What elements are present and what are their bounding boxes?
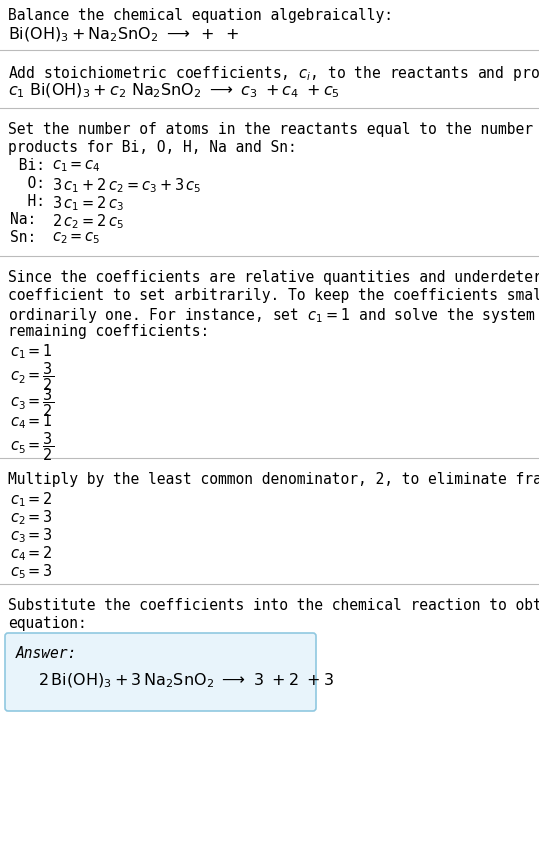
Text: $c_2 = c_5$: $c_2 = c_5$ (52, 230, 101, 246)
Text: $c_2 = \dfrac{3}{2}$: $c_2 = \dfrac{3}{2}$ (10, 360, 54, 393)
Text: $c_2 = 3$: $c_2 = 3$ (10, 508, 53, 527)
Text: $3\,c_1 = 2\,c_3$: $3\,c_1 = 2\,c_3$ (52, 194, 124, 212)
Text: Bi:: Bi: (10, 158, 45, 173)
Text: $c_1 = 2$: $c_1 = 2$ (10, 490, 53, 508)
Text: Set the number of atoms in the reactants equal to the number of atoms in the: Set the number of atoms in the reactants… (8, 122, 539, 137)
Text: remaining coefficients:: remaining coefficients: (8, 324, 209, 339)
Text: $2\,c_2 = 2\,c_5$: $2\,c_2 = 2\,c_5$ (52, 212, 124, 230)
Text: $3\,c_1 + 2\,c_2 = c_3 + 3\,c_5$: $3\,c_1 + 2\,c_2 = c_3 + 3\,c_5$ (52, 176, 202, 195)
Text: Substitute the coefficients into the chemical reaction to obtain the balanced: Substitute the coefficients into the che… (8, 598, 539, 613)
Text: equation:: equation: (8, 616, 87, 631)
Text: Multiply by the least common denominator, 2, to eliminate fractional coefficient: Multiply by the least common denominator… (8, 472, 539, 487)
Text: Balance the chemical equation algebraically:: Balance the chemical equation algebraica… (8, 8, 393, 23)
Text: Add stoichiometric coefficients, $c_i$, to the reactants and products:: Add stoichiometric coefficients, $c_i$, … (8, 64, 539, 83)
Text: $2\,\mathrm{Bi(OH)_3} + 3\,\mathrm{Na_2SnO_2} \ \longrightarrow \ 3 \ +2 \ +3$: $2\,\mathrm{Bi(OH)_3} + 3\,\mathrm{Na_2S… (38, 672, 334, 690)
Text: $\mathrm{Bi(OH)_3 + Na_2SnO_2 \ \longrightarrow \ + \ +}$: $\mathrm{Bi(OH)_3 + Na_2SnO_2 \ \longrig… (8, 26, 239, 44)
Text: O:: O: (10, 176, 45, 191)
Text: $c_1\ \mathrm{Bi(OH)_3} + c_2\ \mathrm{Na_2SnO_2} \ \longrightarrow \ c_3\ +c_4\: $c_1\ \mathrm{Bi(OH)_3} + c_2\ \mathrm{N… (8, 82, 340, 100)
Text: $c_1 = c_4$: $c_1 = c_4$ (52, 158, 101, 173)
Text: $c_4 = 1$: $c_4 = 1$ (10, 412, 53, 431)
Text: H:: H: (10, 194, 45, 209)
Text: Na:: Na: (10, 212, 36, 227)
Text: $c_3 = 3$: $c_3 = 3$ (10, 526, 53, 545)
Text: ordinarily one. For instance, set $c_1 = 1$ and solve the system of equations fo: ordinarily one. For instance, set $c_1 =… (8, 306, 539, 325)
Text: $c_5 = 3$: $c_5 = 3$ (10, 562, 53, 581)
Text: $c_1 = 1$: $c_1 = 1$ (10, 342, 53, 360)
Text: $c_3 = \dfrac{3}{2}$: $c_3 = \dfrac{3}{2}$ (10, 386, 54, 418)
Text: $c_5 = \dfrac{3}{2}$: $c_5 = \dfrac{3}{2}$ (10, 430, 54, 462)
Text: coefficient to set arbitrarily. To keep the coefficients small, the arbitrary va: coefficient to set arbitrarily. To keep … (8, 288, 539, 303)
Text: Sn:: Sn: (10, 230, 36, 245)
FancyBboxPatch shape (5, 633, 316, 711)
Text: Since the coefficients are relative quantities and underdetermined, choose a: Since the coefficients are relative quan… (8, 270, 539, 285)
Text: Answer:: Answer: (16, 646, 77, 661)
Text: products for Bi, O, H, Na and Sn:: products for Bi, O, H, Na and Sn: (8, 140, 297, 155)
Text: $c_4 = 2$: $c_4 = 2$ (10, 544, 53, 563)
